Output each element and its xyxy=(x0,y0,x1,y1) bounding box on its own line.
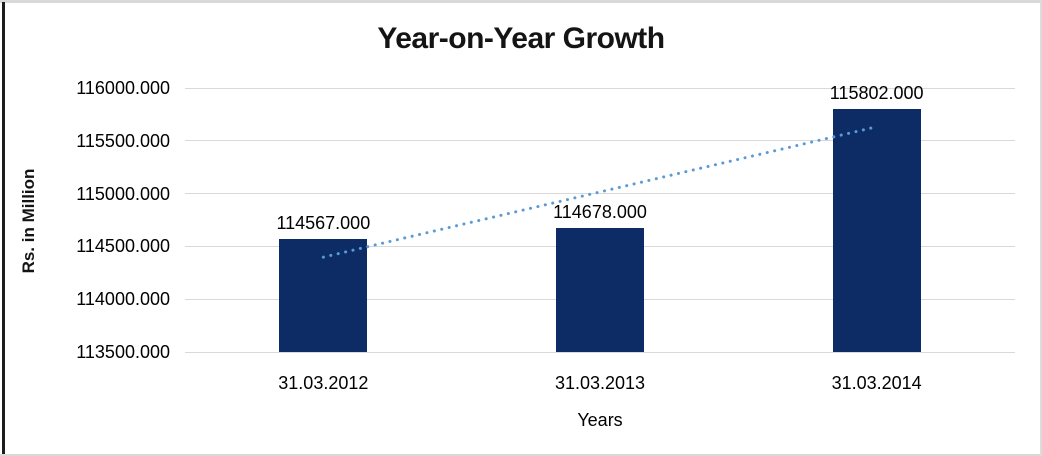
x-axis-title: Years xyxy=(577,410,623,430)
frame-border-left xyxy=(2,2,5,454)
trendline xyxy=(321,125,879,259)
gridline xyxy=(185,351,1015,353)
gridline xyxy=(185,87,1015,89)
y-axis-tick-label: 116000.000 xyxy=(76,78,170,98)
y-axis-tick-label: 115500.000 xyxy=(76,130,170,151)
bar-data-label: 115802.000 xyxy=(829,82,924,103)
x-axis-tick-label: 31.03.2014 xyxy=(831,373,922,393)
frame-border-right xyxy=(1040,0,1042,456)
frame-border-bottom xyxy=(0,454,1042,456)
frame-border-top xyxy=(0,0,1042,3)
x-axis-tick-label: 31.03.2012 xyxy=(278,373,369,393)
plot-area: 114567.000 114678.000 115802.000 xyxy=(185,83,1015,353)
bar-data-label: 114567.000 xyxy=(276,213,371,234)
gridline xyxy=(185,193,1015,195)
gridline xyxy=(185,140,1015,142)
y-axis-tick-label: 113500.000 xyxy=(76,342,170,362)
y-axis-tick-label: 114000.000 xyxy=(76,289,170,310)
y-axis-title: Rs. in Million xyxy=(19,168,38,274)
x-axis-tick-label: 31.03.2013 xyxy=(554,373,646,393)
bar-31.03.2013 xyxy=(556,227,644,352)
y-axis-tick-label: 114500.000 xyxy=(76,236,170,257)
chart-title: Year-on-Year Growth xyxy=(377,22,665,55)
y-axis-tick-label: 115000.000 xyxy=(76,183,170,204)
bar-data-label: 114678.000 xyxy=(553,201,647,222)
bar-31.03.2014 xyxy=(832,108,921,352)
